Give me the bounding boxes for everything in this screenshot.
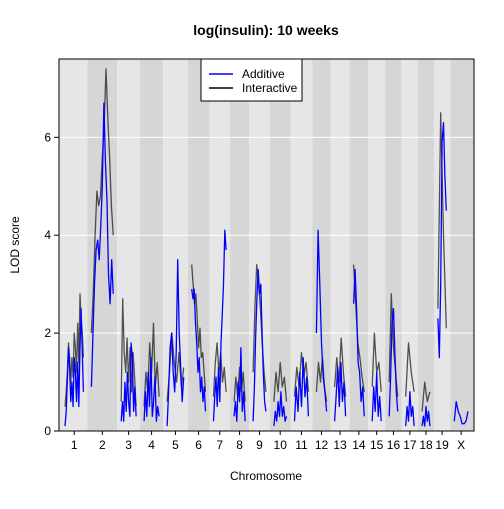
series-layer <box>64 68 469 427</box>
chromosome-band-18 <box>418 59 434 431</box>
series-interactive-chr-17 <box>405 342 415 397</box>
legend-interactive-label: Interactive <box>242 81 298 95</box>
x-tick-label-X: X <box>457 438 465 452</box>
series-interactive-chr-10 <box>273 361 288 402</box>
y-tick-label-6: 6 <box>44 130 51 144</box>
series-interactive-chr-14 <box>352 264 365 392</box>
series-additive-chr-6 <box>191 288 207 412</box>
chromosome-band-4 <box>140 59 164 431</box>
series-additive-chr-4 <box>143 356 160 422</box>
y-axis-label: LOD score <box>8 216 22 274</box>
series-interactive-chr-3 <box>120 298 137 407</box>
chromosome-band-15 <box>368 59 386 431</box>
chromosome-band-9 <box>249 59 270 431</box>
x-tick-label-12: 12 <box>315 438 329 452</box>
chromosome-band-19 <box>433 59 451 431</box>
series-additive-chr-2 <box>90 102 114 387</box>
chromosome-band-3 <box>117 59 141 431</box>
x-tick-label-1: 1 <box>71 438 78 452</box>
series-additive-chr-16 <box>388 307 399 417</box>
series-interactive-chr-11 <box>293 352 310 397</box>
grid-lines <box>59 136 474 334</box>
y-tick-label-4: 4 <box>44 228 51 242</box>
chromosome-band-X <box>450 59 474 431</box>
x-tick-label-11: 11 <box>295 438 308 452</box>
series-additive-chr-19 <box>437 121 447 359</box>
x-tick-label-19: 19 <box>435 438 449 452</box>
series-interactive-chr-8 <box>233 366 246 402</box>
series-additive-chr-13 <box>333 361 347 422</box>
series-additive-chr-5 <box>166 259 185 427</box>
chromosome-band-10 <box>269 59 291 431</box>
chromosome-band-16 <box>385 59 402 431</box>
x-tick-label-2: 2 <box>99 438 106 452</box>
series-interactive-chr-7 <box>212 342 227 397</box>
series-interactive-chr-18 <box>421 381 431 412</box>
series-additive-chr-18 <box>421 405 431 427</box>
x-tick-label-7: 7 <box>216 438 223 452</box>
x-tick-label-16: 16 <box>387 438 401 452</box>
legend-box <box>200 58 303 102</box>
x-tick-label-10: 10 <box>274 438 288 452</box>
chromosome-band-14 <box>349 59 369 431</box>
legend-additive-label: Additive <box>242 67 285 81</box>
chromosome-band-11 <box>290 59 313 431</box>
series-interactive-chr-13 <box>333 337 347 397</box>
series-additive-chr-1 <box>64 307 85 427</box>
x-tick-label-6: 6 <box>195 438 202 452</box>
y-tick-label-2: 2 <box>44 326 51 340</box>
x-tick-label-4: 4 <box>148 438 155 452</box>
chart-title: log(insulin): 10 weeks <box>193 22 339 38</box>
x-tick-label-5: 5 <box>172 438 179 452</box>
series-additive-chr-14 <box>352 268 365 417</box>
chromosome-band-6 <box>187 59 210 431</box>
x-tick-label-14: 14 <box>352 438 366 452</box>
x-tick-label-3: 3 <box>125 438 132 452</box>
x-tick-label-18: 18 <box>419 438 433 452</box>
y-tick-label-0: 0 <box>44 424 51 438</box>
x-tick-label-13: 13 <box>333 438 347 452</box>
series-additive-chr-7 <box>212 229 227 422</box>
series-additive-chr-X <box>453 400 469 425</box>
series-additive-chr-8 <box>233 347 246 422</box>
chromosome-band-13 <box>330 59 350 431</box>
chromosome-band-7 <box>209 59 231 431</box>
series-additive-chr-17 <box>405 391 415 427</box>
chromosome-band-17 <box>401 59 419 431</box>
chromosome-band-12 <box>312 59 331 431</box>
series-additive-chr-10 <box>273 391 288 427</box>
x-tick-label-8: 8 <box>236 438 243 452</box>
series-additive-chr-3 <box>120 342 137 422</box>
x-axis-label: Chromosome <box>230 469 302 483</box>
series-additive-chr-12 <box>315 229 328 412</box>
series-additive-chr-11 <box>293 356 310 422</box>
series-additive-chr-15 <box>371 371 382 422</box>
x-tick-label-15: 15 <box>370 438 384 452</box>
x-tick-label-9: 9 <box>256 438 263 452</box>
chromosome-band-8 <box>230 59 250 431</box>
x-tick-label-17: 17 <box>403 438 417 452</box>
legend: Additive Interactive <box>200 58 303 102</box>
series-additive-chr-9 <box>252 268 267 422</box>
